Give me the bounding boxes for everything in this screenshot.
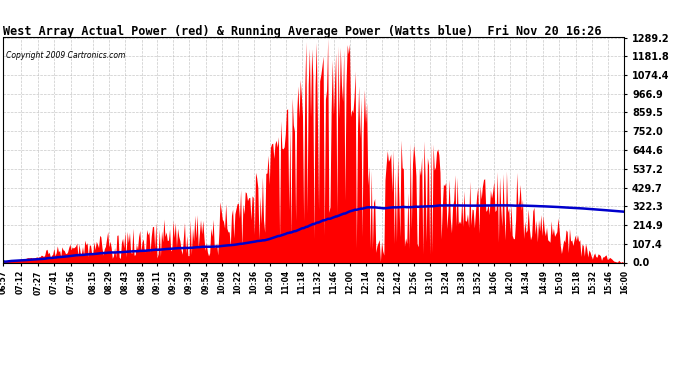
Text: West Array Actual Power (red) & Running Average Power (Watts blue)  Fri Nov 20 1: West Array Actual Power (red) & Running … (3, 24, 602, 38)
Text: Copyright 2009 Cartronics.com: Copyright 2009 Cartronics.com (6, 51, 125, 60)
